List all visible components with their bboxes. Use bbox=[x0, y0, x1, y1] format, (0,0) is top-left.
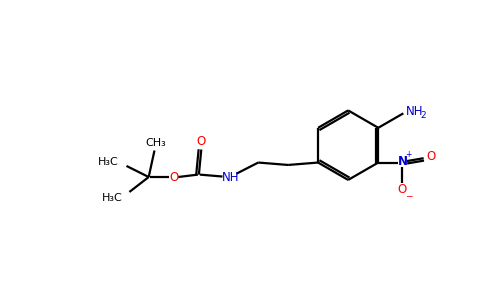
Text: NH: NH bbox=[222, 170, 239, 184]
Text: O: O bbox=[169, 170, 179, 184]
Text: +: + bbox=[405, 150, 411, 159]
Text: N: N bbox=[397, 154, 408, 168]
Text: H₃C: H₃C bbox=[98, 157, 118, 166]
Text: O: O bbox=[398, 183, 407, 196]
Text: H₃C: H₃C bbox=[101, 193, 122, 203]
Text: −: − bbox=[406, 191, 413, 200]
Text: NH: NH bbox=[406, 105, 424, 119]
Text: 2: 2 bbox=[420, 111, 426, 120]
Text: CH₃: CH₃ bbox=[145, 138, 166, 148]
Text: O: O bbox=[197, 135, 206, 148]
Text: O: O bbox=[427, 150, 436, 163]
